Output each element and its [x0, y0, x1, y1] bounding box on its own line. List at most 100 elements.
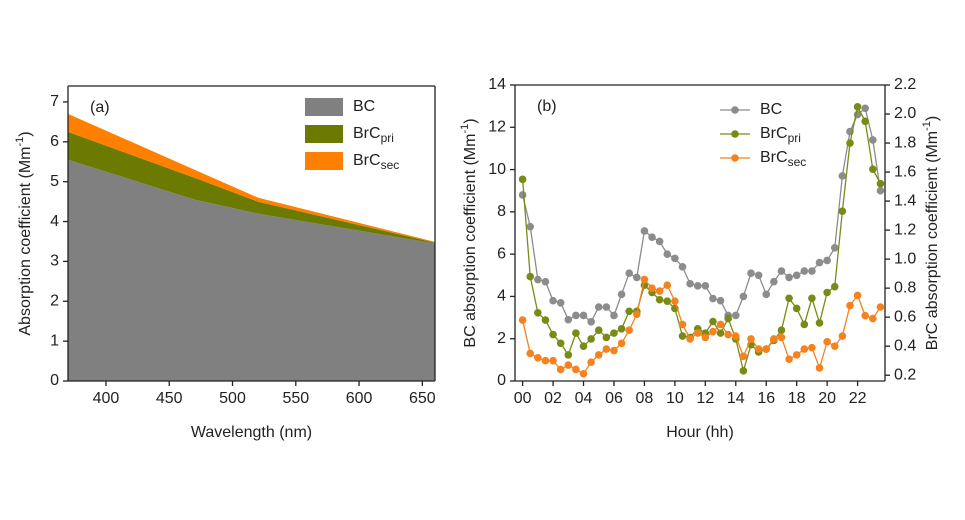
- marker: [724, 330, 732, 339]
- legend-name: BC: [760, 101, 782, 118]
- marker: [587, 318, 595, 326]
- legend-swatch: [305, 152, 343, 170]
- marker: [572, 365, 580, 374]
- legend-label: BrCpri: [353, 125, 394, 145]
- marker: [770, 335, 778, 343]
- legend-marker: [731, 130, 739, 138]
- x-tick-label: 22: [849, 390, 867, 407]
- x-tick-label: 550: [282, 390, 309, 407]
- marker: [655, 237, 664, 246]
- y-tick-label: 8: [497, 203, 506, 220]
- y-tick-label: 6: [50, 133, 59, 150]
- marker: [594, 351, 603, 359]
- marker: [815, 258, 824, 267]
- marker: [534, 309, 542, 317]
- marker: [785, 273, 793, 282]
- marker: [716, 329, 725, 337]
- marker: [762, 345, 771, 353]
- legend-label: BC: [353, 98, 375, 115]
- marker: [663, 250, 672, 258]
- marker: [663, 297, 672, 305]
- marker: [777, 333, 786, 342]
- marker: [747, 335, 755, 343]
- marker: [617, 339, 626, 348]
- marker: [792, 304, 801, 313]
- marker: [686, 279, 694, 288]
- y2-tick-label: 2.2: [894, 76, 916, 93]
- marker: [762, 290, 771, 299]
- marker: [792, 271, 801, 280]
- marker: [724, 314, 732, 323]
- marker: [739, 292, 748, 301]
- x-tick-label: 400: [93, 390, 120, 407]
- x-tick-label: 08: [636, 390, 654, 407]
- marker: [549, 296, 557, 305]
- marker: [518, 316, 527, 324]
- y-axis-label: Absorption coefficient (Mm-1): [14, 131, 34, 335]
- y-tick-label: 6: [497, 245, 506, 262]
- marker: [579, 342, 588, 350]
- marker: [564, 351, 573, 359]
- marker: [610, 329, 618, 337]
- marker: [693, 282, 702, 290]
- y2-tick-label: 2.0: [894, 105, 916, 122]
- legend-swatch: [305, 98, 343, 116]
- marker: [792, 351, 801, 359]
- legend-swatch: [305, 125, 343, 143]
- marker: [686, 335, 694, 343]
- marker: [861, 117, 870, 126]
- marker: [526, 349, 535, 358]
- marker: [579, 369, 588, 378]
- legend-marker: [731, 106, 739, 114]
- marker: [541, 356, 550, 365]
- marker: [701, 333, 710, 342]
- y2-axis-label-end: ): [924, 116, 941, 121]
- marker: [838, 332, 847, 340]
- marker: [534, 353, 542, 362]
- y-tick-label: 5: [50, 173, 59, 190]
- legend-name: BrC: [760, 125, 788, 142]
- marker: [564, 315, 573, 324]
- marker: [709, 327, 717, 336]
- marker: [518, 191, 527, 199]
- x-tick-label: 02: [544, 390, 562, 407]
- y2-tick-label: 1.2: [894, 221, 916, 238]
- marker: [648, 284, 656, 292]
- marker: [739, 352, 748, 361]
- marker: [648, 233, 656, 242]
- marker: [861, 104, 870, 113]
- marker: [815, 319, 824, 327]
- x-tick-label: 10: [666, 390, 684, 407]
- marker: [617, 290, 626, 299]
- marker: [785, 294, 793, 303]
- marker: [655, 295, 664, 304]
- marker: [785, 355, 793, 364]
- legend-name: BrC: [353, 152, 381, 169]
- marker: [526, 222, 535, 231]
- y-tick-label: 0: [497, 372, 506, 389]
- y2-tick-label: 1.0: [894, 250, 916, 267]
- marker: [633, 273, 641, 282]
- x-axis-label: Hour (hh): [666, 424, 734, 441]
- marker: [709, 317, 717, 326]
- marker: [671, 254, 679, 263]
- marker: [838, 172, 847, 180]
- y-tick-label: 14: [488, 76, 506, 93]
- marker: [808, 294, 816, 303]
- marker: [731, 311, 740, 320]
- y-tick-label: 1: [50, 332, 59, 349]
- y-tick-label: 2: [50, 292, 59, 309]
- marker: [655, 287, 664, 295]
- marker: [830, 342, 839, 350]
- marker: [739, 367, 748, 375]
- x-tick-label: 14: [727, 390, 745, 407]
- marker: [625, 326, 633, 335]
- marker: [541, 316, 550, 324]
- marker: [610, 346, 618, 355]
- panel-label: (a): [90, 99, 110, 116]
- marker: [777, 326, 786, 335]
- marker: [564, 361, 573, 369]
- marker: [671, 297, 679, 305]
- marker: [594, 326, 603, 335]
- marker: [754, 345, 763, 353]
